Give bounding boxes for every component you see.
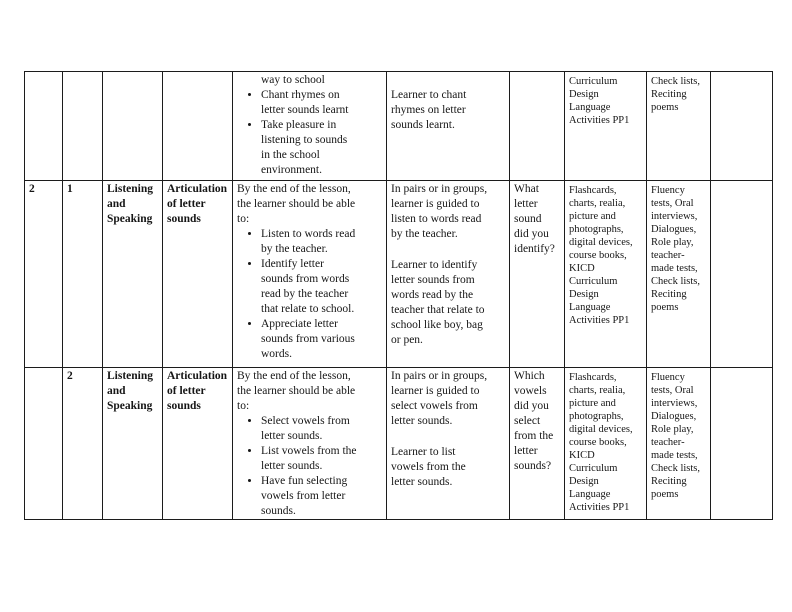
assessment-cell: Check lists, Reciting poems	[646, 71, 711, 181]
week-cell	[24, 367, 63, 520]
inquiry-cell: What letter sound did you identify?	[509, 180, 565, 368]
substrand-cell	[162, 71, 233, 181]
resources-text: Flashcards, charts, realia, picture and …	[569, 185, 633, 326]
experiences-cell: Learner to chant rhymes on letter sounds…	[386, 71, 510, 181]
assessment-text: Fluency tests, Oral interviews, Dialogue…	[651, 185, 700, 313]
assessment-text: Fluency tests, Oral interviews, Dialogue…	[651, 372, 700, 500]
experience-paragraph: In pairs or in groups, learner is guided…	[391, 183, 488, 240]
strand-cell	[102, 71, 163, 181]
resources-cell: Flashcards, charts, realia, picture and …	[564, 367, 647, 520]
outcome-bullet: Chant rhymes on letter sounds learnt	[261, 88, 382, 118]
experiences-cell: In pairs or in groups, learner is guided…	[386, 180, 510, 368]
week-cell: 2	[24, 180, 63, 368]
table-row: 2 1 Listening and Speaking Articulation …	[24, 180, 773, 368]
scheme-of-work-table: way to school Chant rhymes on letter sou…	[24, 71, 773, 520]
outcome-bullet: List vowels from the letter sounds.	[261, 444, 382, 474]
lesson-cell	[62, 71, 103, 181]
outcomes-bullet-list: Select vowels from letter sounds. List v…	[237, 414, 382, 519]
assessment-text: Check lists, Reciting poems	[651, 76, 700, 113]
resources-cell: Curriculum Design Language Activities PP…	[564, 71, 647, 181]
outcome-bullet: Listen to words read by the teacher.	[261, 227, 382, 257]
resources-text: Curriculum Design Language Activities PP…	[569, 76, 630, 126]
inquiry-cell	[509, 71, 565, 181]
outcomes-intro-text: By the end of the lesson, the learner sh…	[237, 183, 356, 225]
table-row: 2 Listening and Speaking Articulation of…	[24, 367, 773, 520]
outcome-bullet: Take pleasure in listening to sounds in …	[261, 118, 382, 178]
experience-paragraph: Learner to list vowels from the letter s…	[391, 446, 466, 488]
substrand-cell: Articulation of letter sounds	[162, 367, 233, 520]
resources-cell: Flashcards, charts, realia, picture and …	[564, 180, 647, 368]
outcome-bullet: Have fun selecting vowels from letter so…	[261, 474, 382, 519]
inquiry-text: What letter sound did you identify?	[514, 183, 555, 255]
week-cell	[24, 71, 63, 181]
resources-text: Flashcards, charts, realia, picture and …	[569, 372, 633, 513]
remarks-cell	[710, 71, 773, 181]
remarks-cell	[710, 180, 773, 368]
substrand-cell: Articulation of letter sounds	[162, 180, 233, 368]
lesson-cell: 2	[62, 367, 103, 520]
assessment-cell: Fluency tests, Oral interviews, Dialogue…	[646, 180, 711, 368]
inquiry-cell: Which vowels did you select from the let…	[509, 367, 565, 520]
strand-cell: Listening and Speaking	[102, 180, 163, 368]
strand-cell: Listening and Speaking	[102, 367, 163, 520]
experience-paragraph: Learner to chant rhymes on letter sounds…	[391, 89, 467, 131]
outcomes-cell: way to school Chant rhymes on letter sou…	[232, 71, 387, 181]
experience-paragraph: In pairs or in groups, learner is guided…	[391, 370, 488, 427]
inquiry-text: Which vowels did you select from the let…	[514, 370, 554, 472]
experiences-cell: In pairs or in groups, learner is guided…	[386, 367, 510, 520]
table-row: way to school Chant rhymes on letter sou…	[24, 71, 773, 181]
outcomes-intro-text: By the end of the lesson, the learner sh…	[237, 370, 356, 412]
outcomes-cell: By the end of the lesson, the learner sh…	[232, 180, 387, 368]
remarks-cell	[710, 367, 773, 520]
outcomes-cell: By the end of the lesson, the learner sh…	[232, 367, 387, 520]
lesson-cell: 1	[62, 180, 103, 368]
outcomes-bullet-list: Listen to words read by the teacher. Ide…	[237, 227, 382, 362]
outcomes-bullet-list: Chant rhymes on letter sounds learnt Tak…	[237, 88, 382, 178]
experience-paragraph: Learner to identify letter sounds from w…	[391, 259, 485, 346]
outcome-continuation-text: way to school	[261, 74, 325, 86]
outcome-bullet: Identify letter sounds from words read b…	[261, 257, 382, 317]
outcome-bullet: Select vowels from letter sounds.	[261, 414, 382, 444]
assessment-cell: Fluency tests, Oral interviews, Dialogue…	[646, 367, 711, 520]
outcome-bullet: Appreciate letter sounds from various wo…	[261, 317, 382, 362]
